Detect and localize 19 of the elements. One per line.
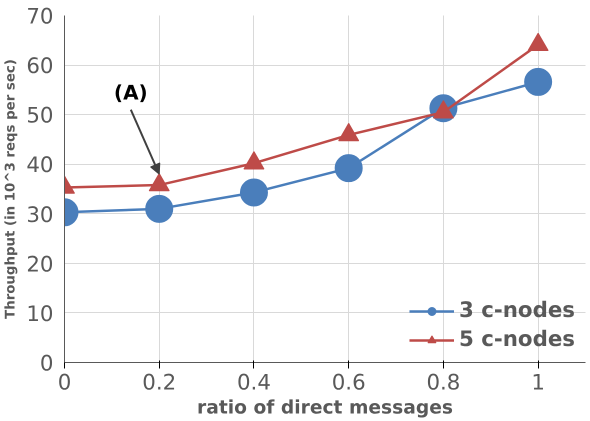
y-tick-label: 40 [26,153,54,178]
y-tick-label: 20 [26,252,54,278]
legend-label: 3 c-nodes [458,298,575,323]
x-tick-label: 0.6 [332,370,366,396]
y-axis-title: Throughput (in 10^3 reqs per sec) [3,59,18,319]
x-axis-title: ratio of direct messages [197,398,453,418]
legend-label: 5 c-nodes [458,327,575,352]
x-tick-label: 1 [531,370,545,396]
y-tick-label: 70 [26,4,54,30]
y-tick-label: 30 [26,202,54,228]
annotation: (A) [114,80,148,105]
x-tick-label: 0.8 [426,370,460,396]
y-tick-label: 10 [26,302,54,327]
y-tick-label: 0 [40,352,54,376]
x-tick-label: 0.2 [142,370,176,396]
x-tick-label: 0.4 [236,370,271,396]
y-tick-label: 50 [26,104,54,129]
y-tick-label: 60 [26,54,54,80]
x-tick-label: 0 [58,370,72,396]
